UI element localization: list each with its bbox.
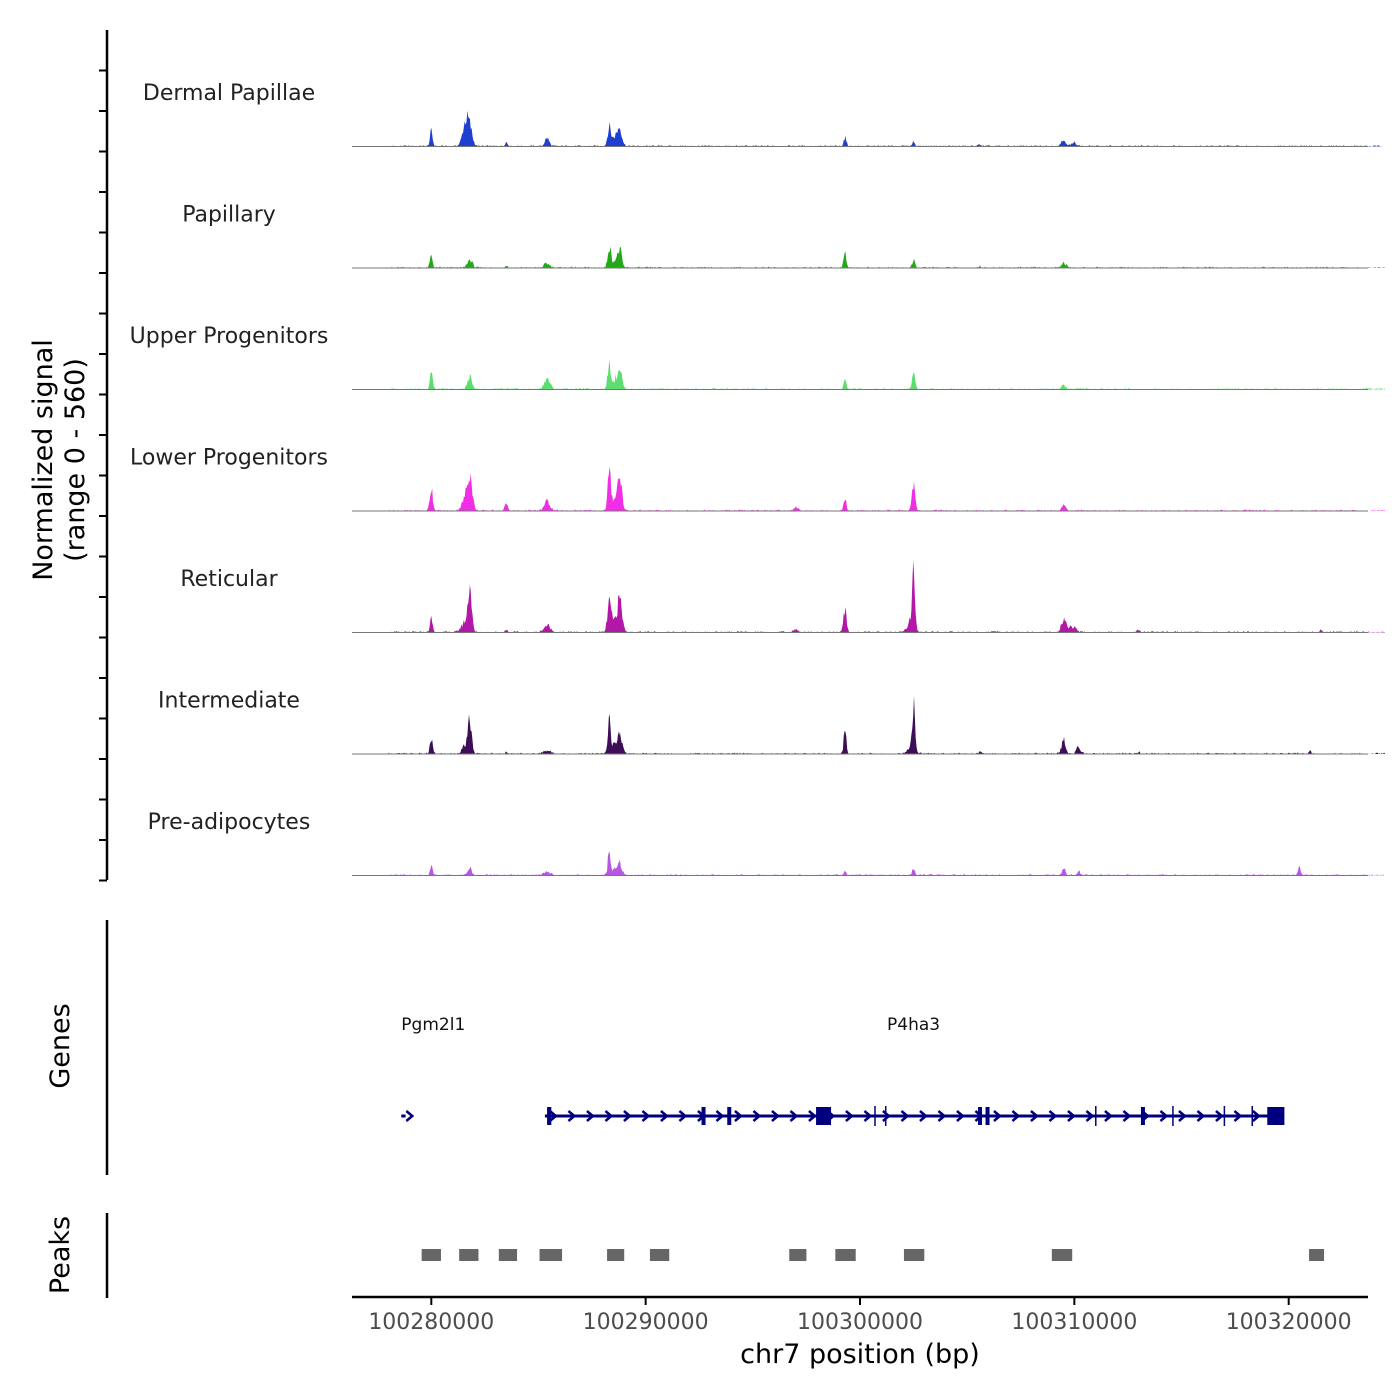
coverage-area-1 — [388, 246, 1386, 268]
x-tick-label: 100300000 — [797, 1310, 923, 1335]
y-axis-label-range: (range 0 - 560) — [60, 358, 91, 562]
track-label-4: Reticular — [180, 567, 278, 592]
x-tick-label: 100290000 — [583, 1310, 709, 1335]
gene-exon — [701, 1107, 706, 1125]
gene-strand-chevron — [715, 1110, 725, 1122]
peak-region — [1309, 1249, 1325, 1261]
peak-region — [649, 1249, 670, 1261]
gene-strand-chevron — [586, 1110, 595, 1122]
gene-strand-chevron — [405, 1110, 415, 1122]
track-label-5: Intermediate — [158, 689, 300, 714]
gene-strand-chevron — [623, 1110, 632, 1122]
gene-strand-chevron — [678, 1110, 688, 1122]
gene-exon — [727, 1107, 732, 1125]
peak-region — [789, 1249, 807, 1261]
gene-exon — [547, 1107, 552, 1125]
peak-region — [421, 1249, 441, 1261]
gene-strand-chevron — [1196, 1110, 1206, 1122]
track-label-1: Papillary — [182, 203, 276, 228]
gene-strand-chevron — [863, 1110, 873, 1122]
gene-strand-chevron — [900, 1110, 910, 1122]
gene-strand-chevron — [1067, 1110, 1076, 1122]
gene-strand-chevron — [1104, 1110, 1113, 1122]
peak-region — [539, 1249, 563, 1261]
coverage-area-3 — [388, 466, 1386, 511]
peak-region — [459, 1249, 479, 1261]
gene-strand-chevron — [567, 1110, 577, 1122]
gene-strand-chevron — [1085, 1110, 1095, 1122]
gene-strand-chevron — [845, 1110, 854, 1122]
gene-strand-chevron — [641, 1110, 651, 1122]
gene-label: P4ha3 — [887, 1015, 940, 1035]
gene-strand-chevron — [1178, 1110, 1187, 1122]
gene-label: Pgm2l1 — [401, 1015, 465, 1035]
gene-strand-chevron — [604, 1110, 614, 1122]
genes-panel-label: Genes — [45, 1003, 76, 1088]
y-axis-label: Normalized signal — [28, 339, 59, 581]
peak-region — [835, 1249, 856, 1261]
gene-strand-chevron — [808, 1110, 817, 1122]
gene-exon — [985, 1107, 990, 1125]
gene-strand-chevron — [734, 1110, 743, 1122]
track-label-0: Dermal Papillae — [143, 81, 315, 106]
gene-strand-chevron — [752, 1110, 762, 1122]
peaks-panel-label: Peaks — [45, 1216, 76, 1294]
peak-region — [1051, 1249, 1073, 1261]
coverage-area-2 — [388, 359, 1386, 390]
gene-exon — [816, 1107, 832, 1125]
genes-track: Pgm2l1 P4ha3 — [401, 1015, 1285, 1126]
x-tick-label: 100310000 — [1011, 1310, 1137, 1335]
coverage-area-0 — [388, 110, 1386, 147]
gene-strand-chevron — [1233, 1110, 1243, 1122]
peak-region — [607, 1249, 625, 1261]
gene-strand-chevron — [1011, 1110, 1021, 1122]
x-tick-label: 100320000 — [1226, 1310, 1352, 1335]
coverage-area-4 — [388, 560, 1386, 633]
axes: 100280000 100290000 100300000 100310000 1003… — [99, 30, 1368, 1335]
peaks-track — [421, 1249, 1325, 1261]
gene-strand-chevron — [993, 1110, 1002, 1122]
gene-exon — [1267, 1107, 1285, 1125]
peak-region — [903, 1249, 925, 1261]
gene-strand-chevron — [660, 1110, 669, 1122]
gene-strand-chevron — [771, 1110, 780, 1122]
x-tick-label: 100280000 — [368, 1310, 494, 1335]
gene-strand-chevron — [1122, 1110, 1132, 1122]
gene-strand-chevron — [937, 1110, 947, 1122]
coverage-area-6 — [388, 851, 1386, 876]
gene-strand-chevron — [1030, 1110, 1039, 1122]
gene-strand-chevron — [919, 1110, 928, 1122]
track-label-6: Pre-adipocytes — [148, 810, 311, 835]
gene-strand-chevron — [789, 1110, 799, 1122]
gene-strand-chevron — [882, 1110, 891, 1122]
peak-region — [498, 1249, 518, 1261]
gene-strand-chevron — [1252, 1110, 1261, 1122]
track-label-2: Upper Progenitors — [130, 324, 329, 349]
gene-strand-chevron — [1159, 1110, 1169, 1122]
coverage-tracks: Dermal Papillae Papillary Upper Progenitor… — [130, 81, 1386, 876]
gene-strand-chevron — [956, 1110, 965, 1122]
gene-exon — [978, 1107, 983, 1125]
gene-exon — [1140, 1107, 1145, 1125]
track-label-3: Lower Progenitors — [130, 446, 328, 471]
gene-strand-chevron — [1048, 1110, 1058, 1122]
coverage-area-5 — [388, 695, 1386, 754]
gene-strand-chevron — [1215, 1110, 1224, 1122]
gene-strand-chevron — [549, 1110, 558, 1122]
x-axis-label: chr7 position (bp) — [740, 1339, 980, 1370]
